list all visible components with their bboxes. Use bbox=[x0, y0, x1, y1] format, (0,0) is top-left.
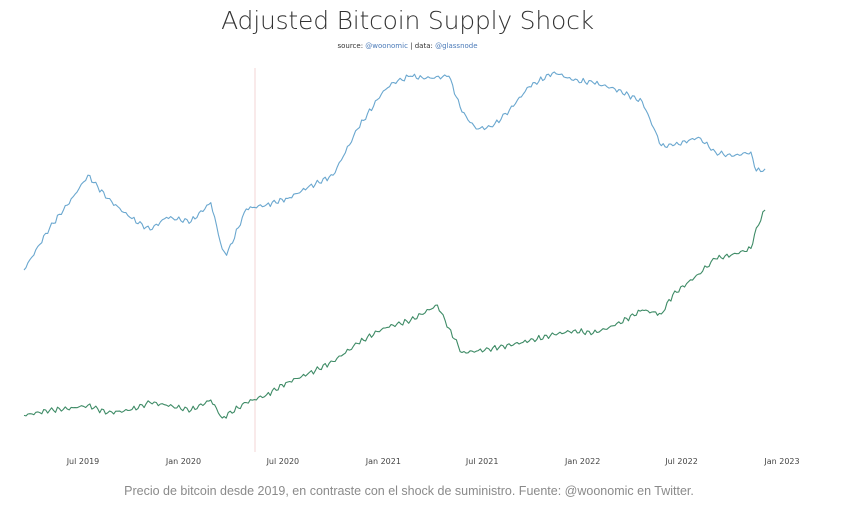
series-layer bbox=[23, 71, 766, 419]
source-prefix: source: bbox=[337, 42, 366, 50]
chart-source: source: @woonomic | data: @glassnode bbox=[0, 42, 815, 50]
series-line-price bbox=[23, 209, 766, 419]
line-chart: Jul 2019 Jan 2020 Jul 2020 Jan 2021 Jul 2021… bbox=[23, 68, 800, 466]
x-tick-label: Jul 2022 bbox=[664, 457, 698, 466]
x-tick-label: Jan 2021 bbox=[365, 457, 401, 466]
chart-title: Adjusted Bitcoin Supply Shock bbox=[221, 6, 594, 35]
figure-caption: Precio de bitcoin desde 2019, en contras… bbox=[124, 484, 694, 498]
x-tick-label: Jul 2020 bbox=[266, 457, 300, 466]
x-tick-label: Jul 2021 bbox=[465, 457, 499, 466]
x-axis-ticks: Jul 2019 Jan 2020 Jul 2020 Jan 2021 Jul 2021… bbox=[66, 457, 800, 466]
source-separator: | data: bbox=[407, 42, 436, 50]
x-tick-label: Jan 2020 bbox=[165, 457, 201, 466]
x-tick-label: Jan 2023 bbox=[763, 457, 799, 466]
source-handle-link[interactable]: @woonomic bbox=[365, 42, 408, 50]
x-tick-label: Jan 2022 bbox=[564, 457, 600, 466]
series-line-supply bbox=[23, 71, 766, 271]
data-handle-link[interactable]: @glassnode bbox=[435, 42, 478, 50]
x-tick-label: Jul 2019 bbox=[66, 457, 100, 466]
